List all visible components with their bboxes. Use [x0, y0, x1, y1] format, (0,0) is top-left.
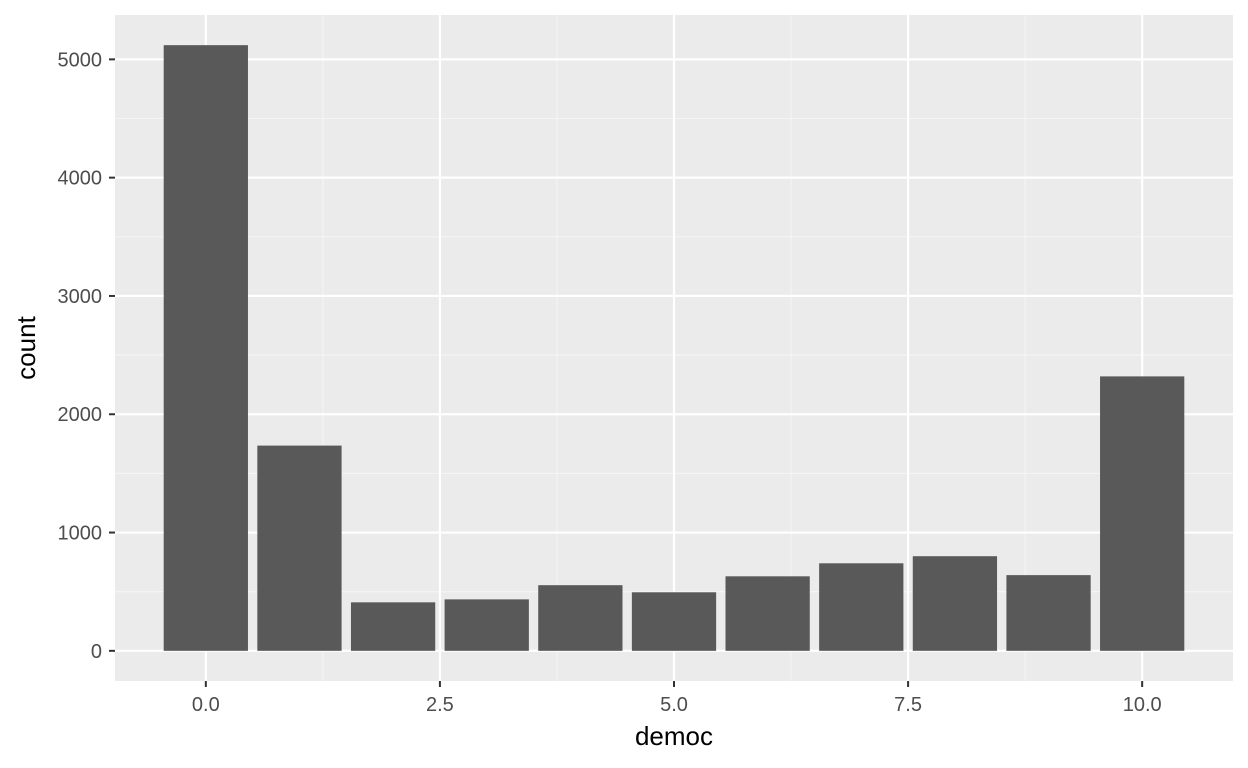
y-tick-label: 4000	[58, 168, 103, 190]
x-tick-label: 2.5	[426, 694, 454, 716]
x-tick-label: 7.5	[894, 694, 922, 716]
bar	[444, 599, 529, 651]
y-tick-label: 5000	[58, 49, 103, 71]
x-tick-label: 10.0	[1123, 694, 1162, 716]
y-tick-label: 1000	[58, 523, 103, 545]
bar	[163, 45, 248, 651]
bar	[1100, 376, 1185, 651]
bar	[725, 576, 810, 651]
x-tick-label: 0.0	[192, 694, 220, 716]
axes: 0.0 2.5 5.0 7.5 10.0 0 1000 2000 3000 4000 5000	[58, 49, 1162, 716]
bar	[350, 602, 436, 651]
bar	[538, 585, 623, 651]
y-tick-label: 0	[91, 641, 102, 663]
x-axis-title: democ	[635, 721, 713, 751]
y-axis-title: count	[11, 315, 41, 379]
bar	[819, 563, 904, 651]
y-tick-label: 2000	[58, 404, 103, 426]
bars	[163, 45, 1185, 651]
bar	[1006, 575, 1091, 651]
bar	[912, 556, 998, 651]
x-tick-label: 5.0	[660, 694, 688, 716]
bar	[631, 592, 717, 651]
y-tick-label: 3000	[58, 286, 103, 308]
bar	[257, 445, 342, 651]
